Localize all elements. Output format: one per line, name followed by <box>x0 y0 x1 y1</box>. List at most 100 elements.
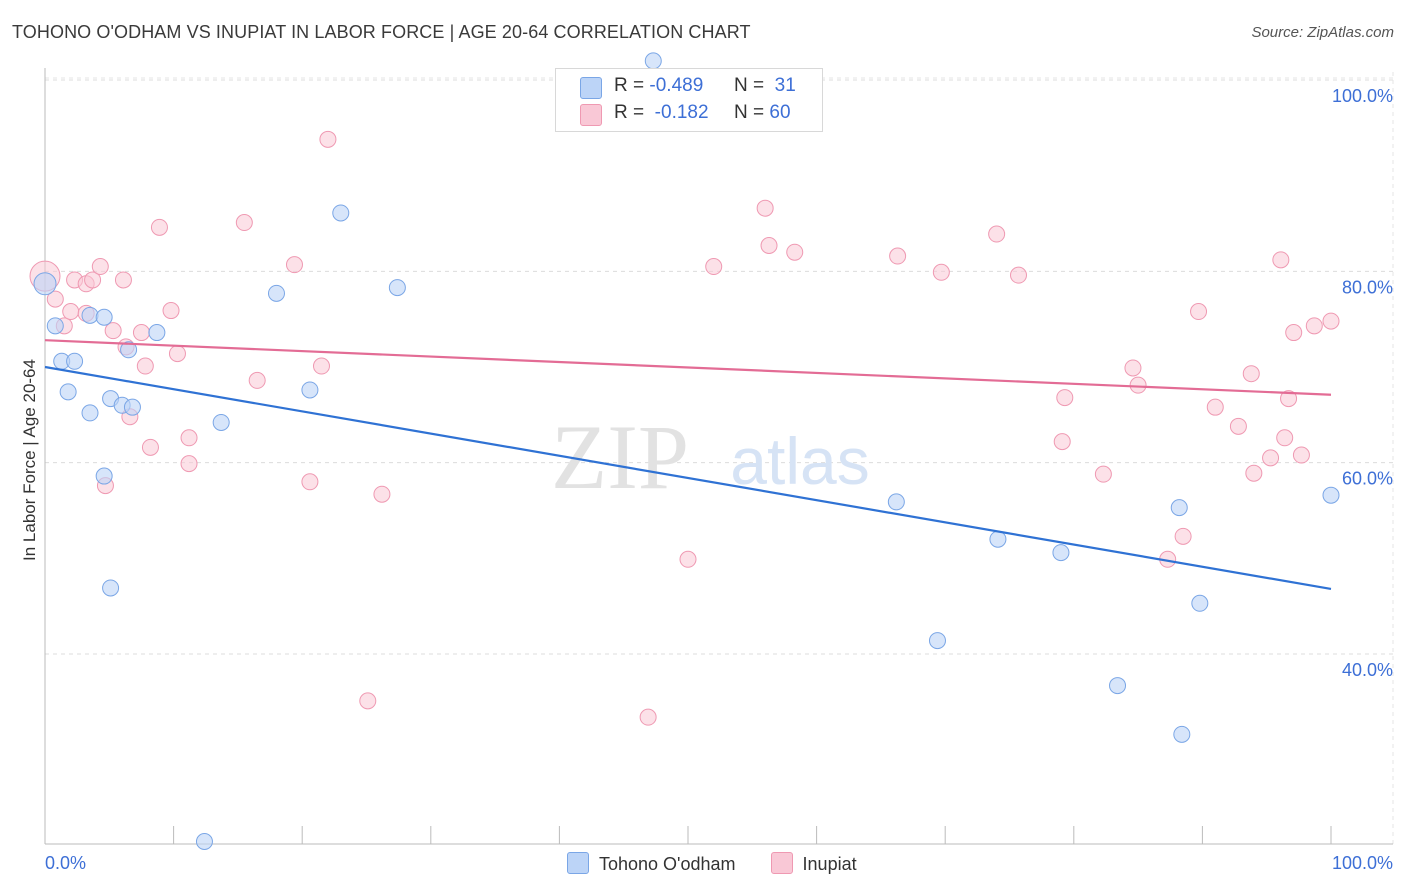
inupiat-point <box>180 455 198 473</box>
inupiat-point <box>114 271 132 289</box>
tohono-point <box>644 52 662 70</box>
legend-label: Inupiat <box>802 854 857 874</box>
inupiat-point <box>889 247 907 265</box>
axes <box>44 68 1393 845</box>
inupiat-point <box>373 485 391 503</box>
inupiat-swatch <box>770 852 793 874</box>
tohono-point <box>887 493 905 511</box>
inupiat-point <box>1229 417 1247 435</box>
tohono-point <box>1109 677 1127 695</box>
inupiat-point <box>1056 389 1074 407</box>
inupiat-point <box>1292 446 1310 464</box>
inupiat-point <box>1174 527 1192 545</box>
stats-row-inupiat: R = -0.182 N = 60 <box>556 102 822 126</box>
tohono-point <box>195 833 213 851</box>
inupiat-point <box>1124 359 1142 377</box>
watermark-zip: ZIP <box>551 406 689 508</box>
tohono-swatch <box>567 852 589 874</box>
inupiat-point <box>1280 390 1298 408</box>
inupiat-point <box>1305 317 1323 335</box>
inupiat-point <box>756 199 774 217</box>
inupiat-point <box>248 371 266 389</box>
tohono-point <box>301 381 319 399</box>
stats-r: R = -0.182 <box>614 102 709 123</box>
y-tick-label: 60.0% <box>1342 469 1393 489</box>
inupiat-point <box>1322 312 1340 330</box>
legend-item-tohono: Tohono O'odham <box>567 852 736 875</box>
inupiat-point <box>359 692 377 710</box>
tohono-point <box>33 272 57 296</box>
inupiat-point <box>786 243 804 261</box>
tohono-point <box>148 324 166 342</box>
inupiat-point <box>1053 433 1071 451</box>
inupiat-point <box>62 303 80 321</box>
inupiat-point <box>988 225 1006 243</box>
watermark: ZIP atlas <box>551 406 870 508</box>
inupiat-point <box>132 324 150 342</box>
stats-row-tohono: R = -0.489 N = 31 <box>556 75 822 99</box>
series-legend: Tohono O'odham Inupiat <box>567 852 887 875</box>
inupiat-point <box>1242 365 1260 383</box>
tohono-point <box>928 632 946 650</box>
inupiat-point <box>1262 449 1280 467</box>
tohono-point <box>1191 594 1209 612</box>
inupiat-point <box>1285 324 1303 342</box>
inupiat-point <box>301 473 319 491</box>
inupiat-point <box>932 263 950 281</box>
tohono-point <box>1173 725 1191 743</box>
tohono-point <box>120 341 138 359</box>
tohono-point <box>95 308 113 326</box>
tohono-point <box>123 398 141 416</box>
inupiat-point <box>319 130 337 148</box>
inupiat-swatch <box>580 104 602 126</box>
tohono-point <box>95 467 113 485</box>
tohono-point <box>212 413 230 431</box>
inupiat-point <box>84 271 102 289</box>
inupiat-point <box>760 237 778 255</box>
inupiat-point <box>679 550 697 568</box>
x-tick-label: 100.0% <box>1332 853 1393 873</box>
tohono-point <box>66 352 84 370</box>
inupiat-point <box>1206 398 1224 416</box>
inupiat-point <box>639 708 657 726</box>
tohono-point <box>81 404 99 422</box>
inupiat-point <box>312 357 330 375</box>
x-tick-label: 0.0% <box>45 853 86 873</box>
tohono-point <box>102 579 120 597</box>
tohono-point <box>332 204 350 222</box>
tohono-swatch <box>580 77 602 99</box>
inupiat-point <box>180 429 198 447</box>
inupiat-point <box>150 218 168 236</box>
tohono-point <box>46 317 64 335</box>
tohono-point <box>989 530 1007 548</box>
inupiat-point <box>141 438 159 456</box>
tohono-trend-line <box>44 365 1332 591</box>
tohono-point <box>267 284 285 302</box>
y-tick-label: 100.0% <box>1332 86 1393 106</box>
inupiat-point <box>46 290 64 308</box>
watermark-atlas: atlas <box>730 424 869 498</box>
y-axis-label: In Labor Force | Age 20-64 <box>20 359 39 561</box>
inupiat-point <box>1190 303 1208 321</box>
inupiat-point <box>235 214 253 232</box>
tohono-point <box>81 306 99 324</box>
stats-legend: R = -0.489 N = 31 R = -0.182 N = 60 <box>555 68 823 132</box>
legend-label: Tohono O'odham <box>599 854 736 874</box>
inupiat-point <box>1010 266 1028 284</box>
stats-n: N = 60 <box>734 102 791 123</box>
inupiat-point <box>91 258 109 276</box>
stats-n: N = 31 <box>734 75 796 96</box>
tohono-point <box>1322 486 1340 504</box>
inupiat-point <box>136 357 154 375</box>
y-tick-label: 40.0% <box>1342 660 1393 680</box>
inupiat-point <box>1245 464 1263 482</box>
inupiat-point <box>1094 465 1112 483</box>
gridlines <box>45 72 1394 844</box>
tohono-point <box>1170 499 1188 517</box>
y-tick-label: 80.0% <box>1342 277 1393 297</box>
inupiat-points <box>29 130 1340 726</box>
source-label: Source: ZipAtlas.com <box>1251 24 1394 41</box>
tohono-point <box>388 279 406 297</box>
trend-lines <box>44 339 1332 591</box>
